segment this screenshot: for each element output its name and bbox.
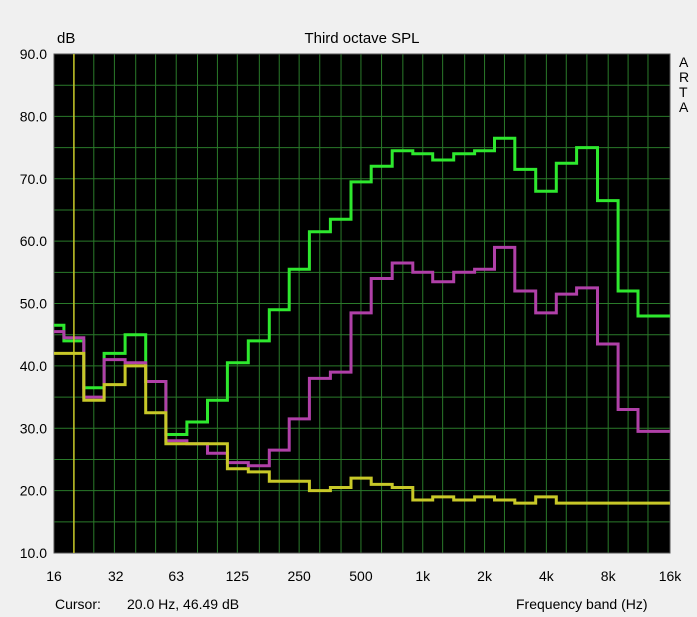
chart-title: Third octave SPL xyxy=(304,30,419,47)
series-line-3 xyxy=(54,351,670,505)
series-group xyxy=(54,136,670,505)
y-tick-label: 40.0 xyxy=(20,358,47,374)
x-tick-label: 125 xyxy=(226,568,250,584)
cursor-readout: 20.0 Hz, 46.49 dB xyxy=(127,596,240,612)
tick-labels: 10.0 20.0 30.0 40.0 50.0 60.0 70.0 80.0 90.0 16 32… xyxy=(20,46,683,584)
x-tick-label: 4k xyxy=(539,568,555,584)
x-axis-label: Frequency band (Hz) xyxy=(516,596,648,612)
x-tick-label: 32 xyxy=(108,568,124,584)
x-tick-label: 16 xyxy=(46,568,62,584)
grid xyxy=(53,53,671,554)
y-axis-label: dB xyxy=(57,30,75,47)
y-tick-label: 10.0 xyxy=(20,545,47,561)
y-tick-label: 30.0 xyxy=(20,420,47,436)
side-letter-r: R xyxy=(679,69,690,85)
y-tick-label: 80.0 xyxy=(20,108,47,124)
y-tick-label: 50.0 xyxy=(20,296,47,312)
y-tick-label: 70.0 xyxy=(20,171,47,187)
plot-border xyxy=(53,53,671,554)
y-tick-label: 90.0 xyxy=(20,46,47,62)
x-tick-label: 2k xyxy=(477,568,493,584)
cursor-label: Cursor: xyxy=(55,596,101,612)
x-tick-label: 16k xyxy=(659,568,683,584)
x-tick-label: 500 xyxy=(349,568,373,584)
x-tick-label: 8k xyxy=(601,568,617,584)
side-letter-t: T xyxy=(679,84,688,100)
y-tick-label: 60.0 xyxy=(20,233,47,249)
y-tick-label: 20.0 xyxy=(20,483,47,499)
side-letter-a1: A xyxy=(679,54,689,70)
x-tick-label: 250 xyxy=(287,568,311,584)
x-tick-label: 1k xyxy=(415,568,431,584)
side-letter-a2: A xyxy=(679,99,689,115)
x-tick-label: 63 xyxy=(168,568,184,584)
